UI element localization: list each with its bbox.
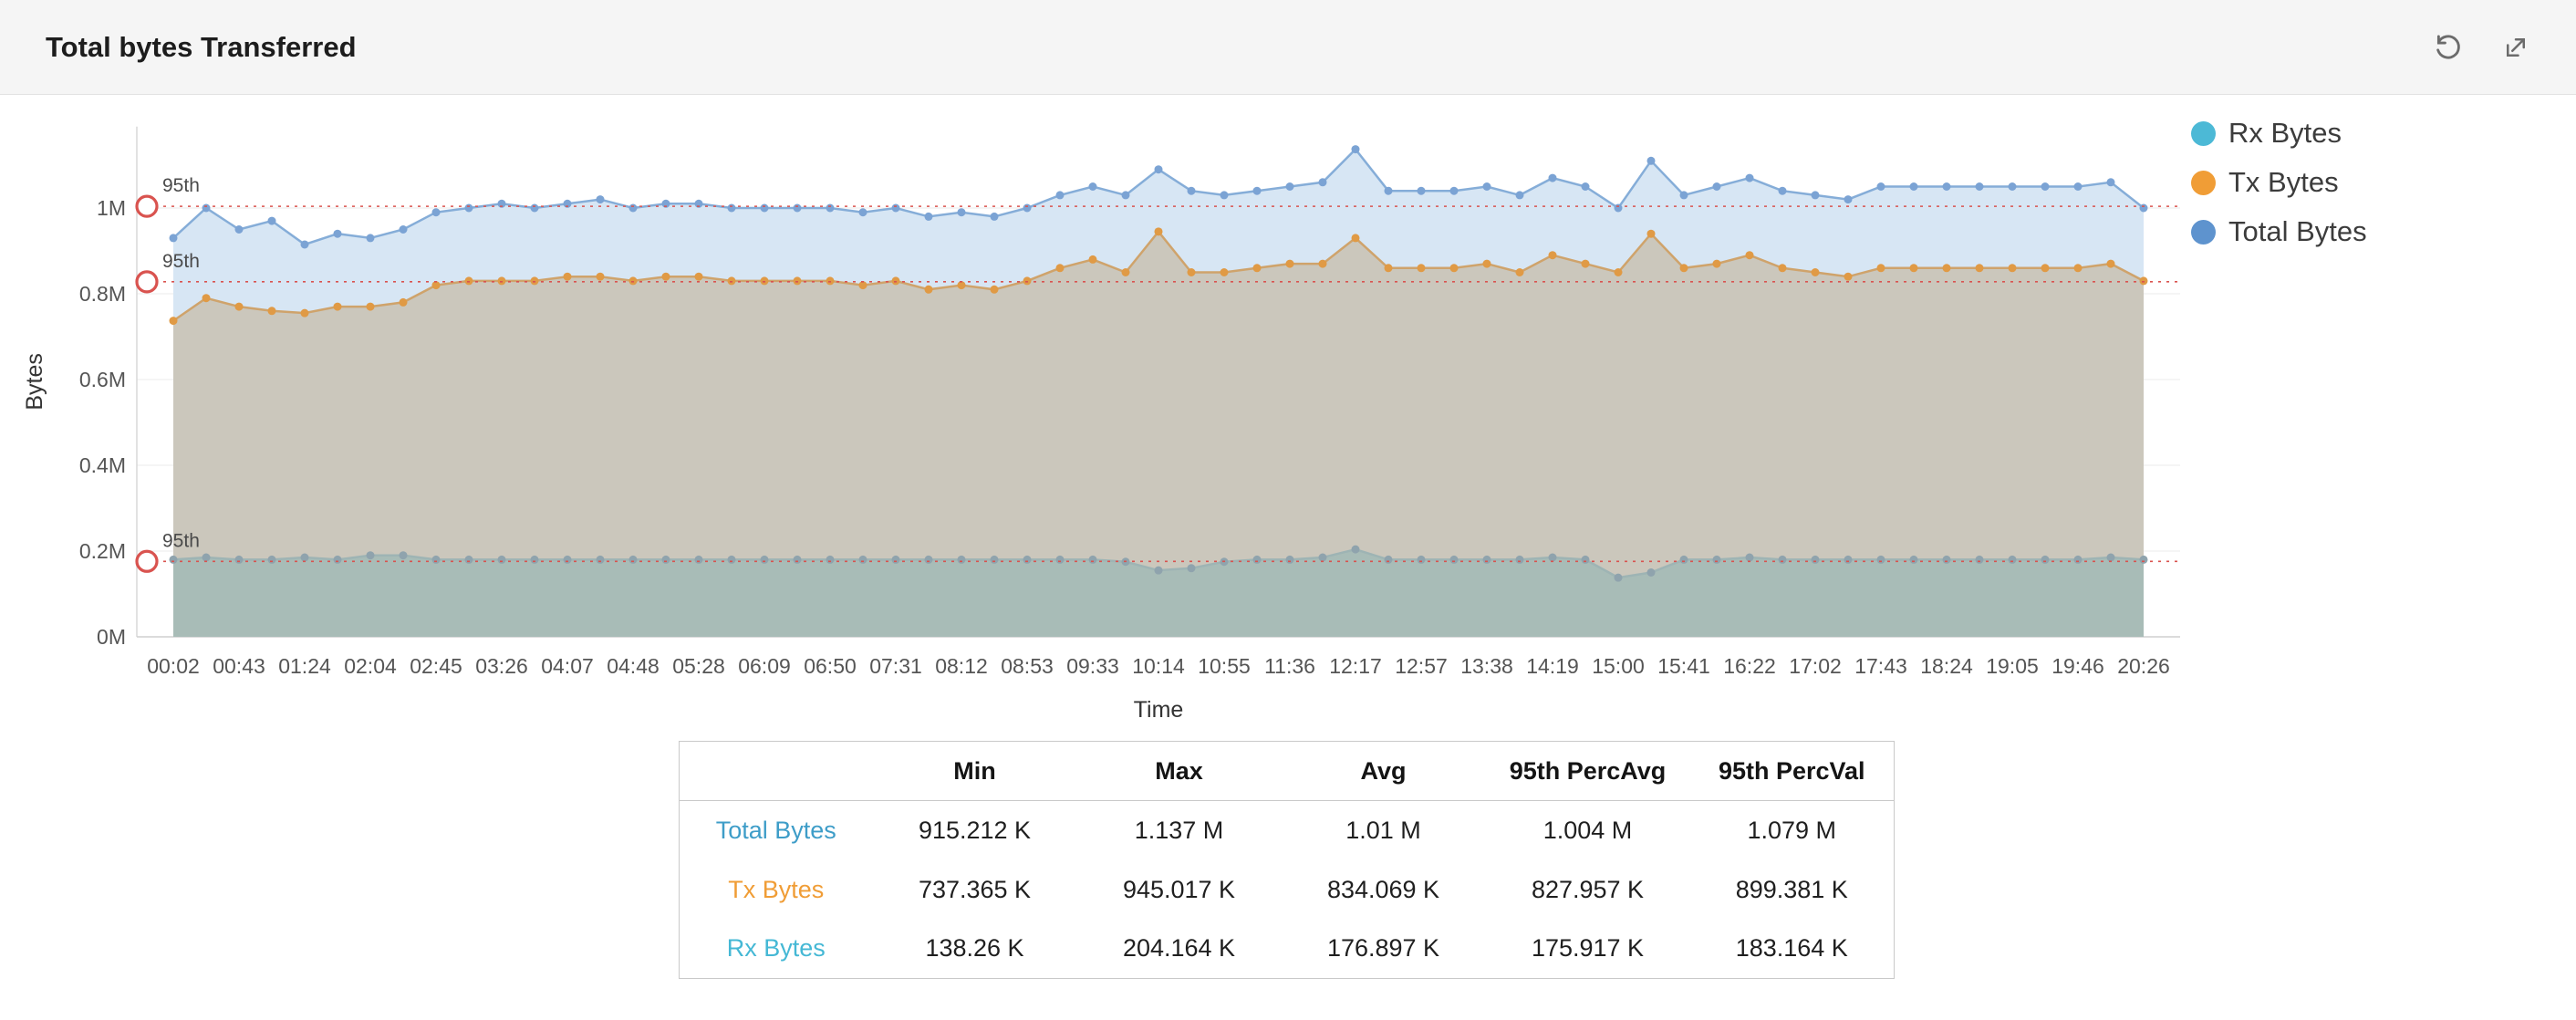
cell-value: 1.01 M	[1345, 816, 1421, 844]
svg-text:Bytes: Bytes	[22, 353, 47, 411]
svg-text:01:24: 01:24	[278, 654, 331, 678]
table-row: Total Bytes 915.212 K 1.137 M 1.01 M 1.0…	[680, 801, 1895, 860]
svg-text:00:43: 00:43	[213, 654, 265, 678]
cell-value: 183.164 K	[1735, 934, 1848, 963]
cell-value: 204.164 K	[1122, 934, 1236, 963]
rx-legend-dot-icon	[2191, 120, 2216, 146]
stats-table: Min Max Avg 95th PercAvg 95th PercVal To…	[679, 741, 1895, 979]
cell-value: 945.017 K	[1122, 875, 1236, 903]
svg-text:04:48: 04:48	[607, 654, 660, 678]
svg-text:15:00: 15:00	[1592, 654, 1645, 678]
svg-text:95th: 95th	[162, 530, 200, 551]
svg-text:1M: 1M	[97, 196, 126, 220]
svg-text:17:43: 17:43	[1854, 654, 1907, 678]
column-header	[679, 741, 873, 801]
area-chart: 0M 0.2M 0.4M 0.6M 0.8M 1M 95th 95th 95th 00:02 00:…	[22, 126, 2180, 723]
svg-text:10:55: 10:55	[1198, 654, 1251, 678]
tx-legend-dot-icon	[2191, 170, 2216, 195]
svg-text:02:45: 02:45	[410, 654, 462, 678]
cell-value: 176.897 K	[1326, 934, 1440, 963]
svg-text:0.8M: 0.8M	[79, 282, 126, 306]
svg-text:14:19: 14:19	[1526, 654, 1579, 678]
svg-text:Time: Time	[1134, 697, 1184, 723]
svg-text:0.2M: 0.2M	[79, 539, 126, 563]
svg-text:06:50: 06:50	[804, 654, 857, 678]
cell-value: 915.212 K	[918, 816, 1032, 844]
svg-text:95th: 95th	[162, 251, 200, 272]
svg-text:12:17: 12:17	[1329, 654, 1382, 678]
row-label-tx-bytes[interactable]: Tx Bytes	[728, 875, 825, 903]
column-header-95th-percval: 95th PercVal	[1689, 741, 1895, 801]
legend-label: Rx Bytes	[2228, 117, 2342, 149]
svg-text:0.6M: 0.6M	[79, 368, 126, 391]
column-header-avg: Avg	[1281, 741, 1486, 801]
cell-value: 175.917 K	[1531, 934, 1645, 963]
svg-text:19:46: 19:46	[2051, 654, 2104, 678]
svg-text:10:14: 10:14	[1132, 654, 1185, 678]
cell-value: 1.004 M	[1542, 816, 1633, 844]
table-header-row: Min Max Avg 95th PercAvg 95th PercVal	[679, 741, 1895, 801]
chart-legend: Rx Bytes Tx Bytes Total Bytes	[2191, 117, 2367, 248]
cell-value: 834.069 K	[1326, 875, 1440, 903]
svg-text:06:09: 06:09	[738, 654, 791, 678]
svg-text:18:24: 18:24	[1920, 654, 1973, 678]
cell-value: 899.381 K	[1735, 875, 1848, 903]
svg-text:08:53: 08:53	[1001, 654, 1054, 678]
cell-value: 1.079 M	[1747, 816, 1837, 844]
total-legend-dot-icon	[2191, 219, 2216, 245]
legend-item-total-bytes[interactable]: Total Bytes	[2191, 215, 2367, 248]
column-header-min: Min	[872, 741, 1077, 801]
cell-value: 138.26 K	[925, 934, 1024, 963]
svg-text:20:26: 20:26	[2117, 654, 2170, 678]
svg-text:00:02: 00:02	[147, 654, 200, 678]
legend-item-tx-bytes[interactable]: Tx Bytes	[2191, 166, 2367, 199]
cell-value: 737.365 K	[918, 875, 1032, 903]
cell-value: 827.957 K	[1531, 875, 1645, 903]
legend-label: Total Bytes	[2228, 215, 2367, 247]
svg-text:13:38: 13:38	[1460, 654, 1513, 678]
svg-text:03:26: 03:26	[475, 654, 528, 678]
svg-text:02:04: 02:04	[344, 654, 397, 678]
svg-text:07:31: 07:31	[869, 654, 922, 678]
svg-text:95th: 95th	[162, 175, 200, 196]
svg-text:17:02: 17:02	[1789, 654, 1842, 678]
column-header-95th-percavg: 95th PercAvg	[1485, 741, 1690, 801]
svg-text:15:41: 15:41	[1657, 654, 1710, 678]
header-actions	[2430, 29, 2534, 66]
row-label-total-bytes[interactable]: Total Bytes	[715, 816, 836, 844]
svg-text:05:28: 05:28	[672, 654, 725, 678]
chart-area: 0M 0.2M 0.4M 0.6M 0.8M 1M 95th 95th 95th 00:02 00:…	[0, 99, 2576, 737]
page-title: Total bytes Transferred	[46, 30, 357, 63]
widget-header: Total bytes Transferred	[0, 0, 2576, 95]
legend-item-rx-bytes[interactable]: Rx Bytes	[2191, 117, 2367, 150]
table-row: Rx Bytes 138.26 K 204.164 K 176.897 K 17…	[680, 920, 1895, 979]
svg-text:19:05: 19:05	[1986, 654, 2039, 678]
svg-text:08:12: 08:12	[935, 654, 988, 678]
svg-text:0M: 0M	[97, 625, 126, 649]
svg-text:11:36: 11:36	[1264, 654, 1315, 678]
refresh-icon[interactable]	[2430, 29, 2467, 66]
svg-text:04:07: 04:07	[541, 654, 594, 678]
row-label-rx-bytes[interactable]: Rx Bytes	[726, 934, 826, 963]
cell-value: 1.137 M	[1134, 816, 1224, 844]
table-row: Tx Bytes 737.365 K 945.017 K 834.069 K 8…	[680, 860, 1895, 920]
svg-text:16:22: 16:22	[1723, 654, 1776, 678]
column-header-max: Max	[1076, 741, 1282, 801]
svg-text:0.4M: 0.4M	[79, 453, 126, 477]
expand-icon[interactable]	[2498, 29, 2534, 66]
svg-text:09:33: 09:33	[1066, 654, 1119, 678]
legend-label: Tx Bytes	[2228, 166, 2339, 198]
svg-text:12:57: 12:57	[1395, 654, 1448, 678]
